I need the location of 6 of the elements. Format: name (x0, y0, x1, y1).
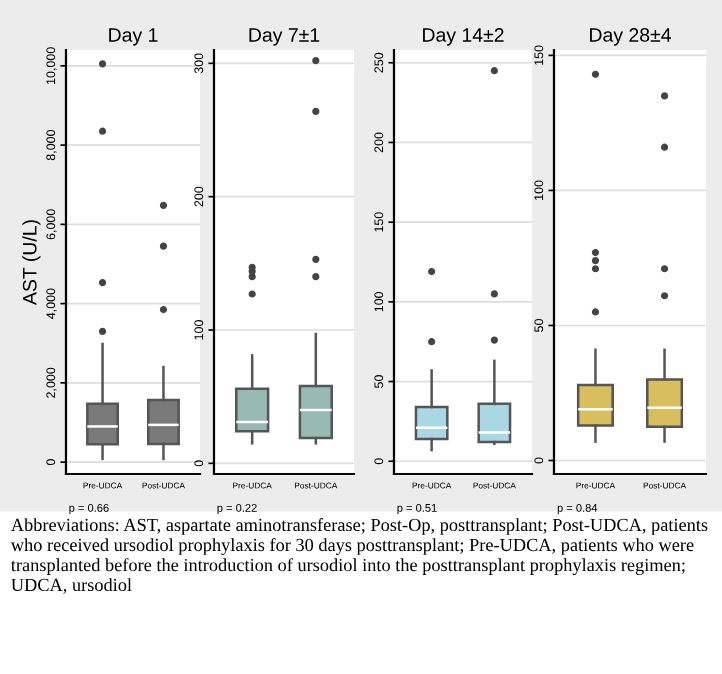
chart-title: Day 14±2 (423, 28, 504, 46)
chart-title: Day 7±1 (249, 28, 320, 46)
chart-title: Day 1 (109, 28, 158, 46)
y-axis-title: AST (U/L) (22, 220, 41, 305)
text: Abbreviations: AST, aspartate aminotransferase; Post-Op, posttransplant; Post-UDCA, patients who received ursodiol prophylaxis for 30 days posttransplant; Pre-UDCA, patients who were transplanted before the introduction of ursodiol into the posttransplant prophylaxis regimen; UDCA, ursodiol (10, 518, 708, 594)
chart-title: Day 28±4 (590, 28, 671, 46)
